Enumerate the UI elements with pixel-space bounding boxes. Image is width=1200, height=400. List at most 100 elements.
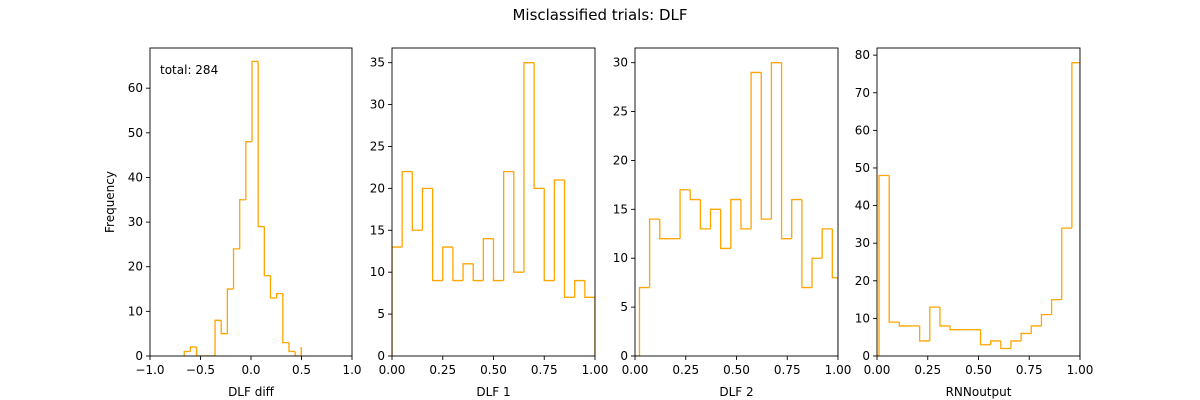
x-tick-label: 1.00 — [825, 363, 852, 377]
subplot-2: 0.00 0.25 0.50 0.75 1.00 0 5 10 15 20 25 30 35 DLF 1 — [370, 47, 609, 399]
x-tick-label: 1.00 — [582, 363, 609, 377]
histogram-bin — [421, 187, 433, 231]
x-tick-label: 0.50 — [480, 363, 507, 377]
histogram-bin — [679, 189, 691, 239]
histogram-bin — [232, 248, 240, 290]
histogram-bin — [709, 208, 721, 229]
x-axis-label: DLF 2 — [719, 385, 753, 399]
y-tick-label: 30 — [855, 236, 870, 250]
x-tick-label: 0.5 — [292, 363, 311, 377]
y-tick-label: 0 — [377, 349, 385, 363]
y-tick-label: 10 — [613, 251, 628, 265]
histogram-bin — [659, 219, 670, 240]
y-tick-label: 30 — [613, 56, 628, 70]
histogram-bin — [492, 238, 504, 282]
histogram-bin — [898, 322, 910, 327]
histogram-bin — [239, 199, 246, 249]
y-axis-label: Frequency — [103, 171, 117, 233]
histogram-bin — [257, 61, 265, 228]
histogram-bin — [189, 346, 197, 352]
histogram-bin — [730, 198, 741, 249]
histogram-bin — [513, 171, 524, 273]
histogram-bin — [523, 62, 535, 273]
y-tick-label: 25 — [370, 139, 385, 153]
histogram-bin — [1061, 227, 1072, 300]
histogram-bin — [452, 247, 464, 282]
x-tick-label: 0.75 — [1016, 363, 1043, 377]
y-tick-label: 0 — [620, 349, 628, 363]
y-tick-label: 20 — [855, 274, 870, 288]
histogram-bin — [392, 246, 403, 356]
x-tick-label: 1.00 — [1067, 363, 1094, 377]
y-tick-label: 20 — [128, 260, 143, 274]
histogram-bin — [276, 292, 283, 298]
histogram-bin — [472, 263, 484, 282]
histogram-bin — [1071, 62, 1080, 229]
y-tick-label: 30 — [370, 98, 385, 112]
y-tick-label: 50 — [855, 161, 870, 175]
histogram-bin — [533, 62, 545, 190]
histogram-bin — [801, 199, 813, 289]
histogram-bin — [1050, 298, 1062, 315]
histogram-bin — [584, 280, 595, 298]
total-annotation: total: 284 — [160, 63, 218, 77]
histogram-bin — [821, 228, 833, 259]
histogram-bin — [195, 347, 203, 356]
histogram-bin — [442, 246, 453, 281]
x-tick-label: 0.75 — [774, 363, 801, 377]
histogram-bin — [770, 62, 782, 220]
histogram-bin — [638, 286, 650, 356]
y-tick-label: 30 — [128, 215, 143, 229]
y-tick-label: 15 — [613, 202, 628, 216]
histogram-bin — [574, 279, 585, 298]
histogram-bin — [811, 257, 823, 288]
y-tick-label: 50 — [128, 126, 143, 140]
histogram-bin — [929, 306, 940, 341]
histogram-bars — [877, 62, 1080, 356]
histogram-bin — [760, 72, 772, 220]
histogram-bin — [720, 209, 731, 250]
x-tick-label: 0.50 — [965, 363, 992, 377]
histogram-bin — [220, 320, 228, 335]
histogram-bin — [831, 228, 838, 279]
histogram-bin — [699, 199, 711, 230]
histogram-bin — [563, 180, 575, 298]
histogram-bin — [1030, 325, 1042, 334]
y-tick-label: 10 — [855, 311, 870, 325]
histogram-bin — [245, 141, 253, 200]
histogram-bin — [1010, 340, 1022, 349]
histogram-bin — [888, 175, 900, 323]
x-axis-label: DLF diff — [228, 385, 275, 399]
histogram-bin — [269, 275, 277, 299]
histogram-bin — [648, 218, 660, 288]
x-tick-label: 0.25 — [672, 363, 699, 377]
y-tick-label: 10 — [370, 265, 385, 279]
y-tick-label: 80 — [855, 48, 870, 62]
x-tick-label: −1.0 — [135, 363, 164, 377]
histogram-bars — [635, 62, 838, 356]
x-tick-label: 0.00 — [379, 363, 406, 377]
histogram-bin — [750, 71, 762, 229]
histogram-bin — [251, 60, 259, 142]
y-tick-label: 20 — [370, 181, 385, 195]
y-tick-label: 5 — [620, 300, 628, 314]
histogram-bin — [214, 319, 222, 356]
histogram-bin — [183, 350, 191, 356]
subplot-1: −1.0 −0.5 0.0 0.5 1.0 0 10 20 30 40 50 60 DLF diff Fr… — [103, 47, 362, 399]
histogram-bin — [543, 188, 555, 282]
histogram-bin — [553, 179, 565, 281]
histogram-bin — [226, 288, 234, 334]
y-tick-label: 40 — [855, 199, 870, 213]
histogram-bin — [503, 170, 514, 281]
x-tick-label: 0.25 — [914, 363, 941, 377]
histogram-bin — [949, 325, 961, 331]
y-tick-label: 20 — [613, 153, 628, 167]
histogram-bin — [689, 189, 701, 201]
x-tick-label: 1.0 — [342, 363, 361, 377]
histogram-bin — [791, 198, 802, 239]
figure-title: Misclassified trials: DLF — [512, 6, 687, 24]
y-tick-label: 0 — [862, 349, 870, 363]
histogram-bin — [780, 62, 792, 240]
